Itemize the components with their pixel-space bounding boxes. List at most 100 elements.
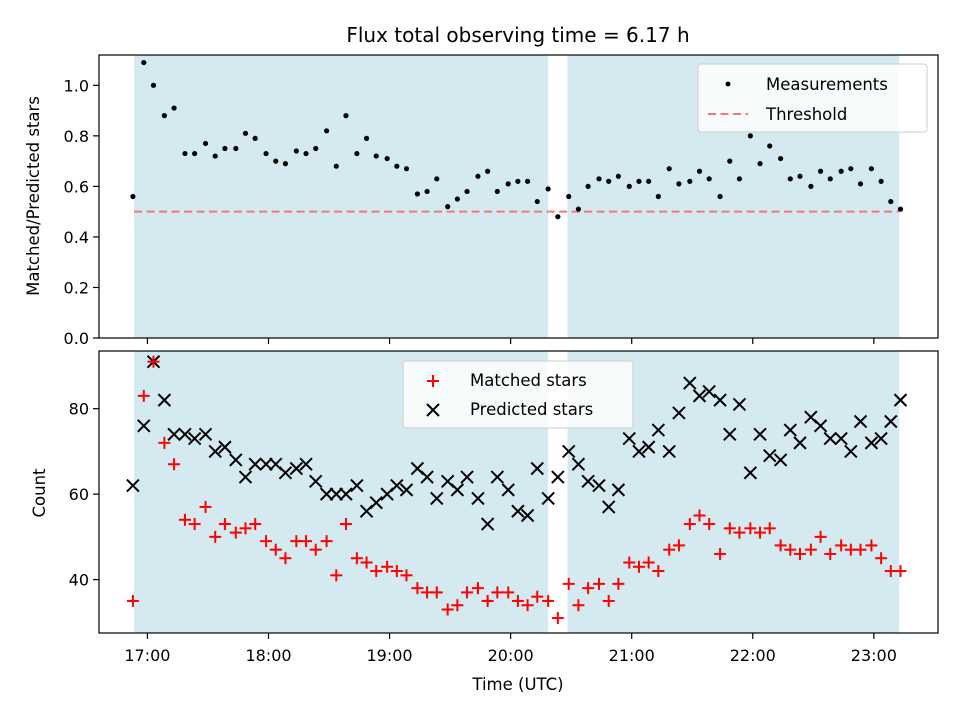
measurement-point <box>485 168 491 174</box>
predicted-star-point <box>601 500 616 514</box>
legend-predicted-label: Predicted stars <box>470 400 593 419</box>
measurement-point <box>817 168 824 174</box>
measurement-point <box>324 128 330 134</box>
measurement-point <box>888 198 894 205</box>
predicted-star-point <box>480 517 495 531</box>
predicted-star-point <box>460 470 474 484</box>
measurement-point <box>394 163 400 169</box>
legend-measurements-label: Measurements <box>766 75 888 94</box>
predicted-star-point <box>893 393 908 407</box>
matched-star-point <box>178 513 191 526</box>
predicted-star-point <box>399 483 414 497</box>
y-tick-label: 1.0 <box>64 76 89 95</box>
matched-star-point <box>551 612 564 625</box>
predicted-star-point <box>369 495 383 510</box>
measurement-point <box>787 176 793 182</box>
predicted-star-point <box>390 478 404 493</box>
matched-star-point <box>249 518 262 531</box>
measurement-point <box>767 143 773 149</box>
predicted-star-point <box>813 419 828 433</box>
predicted-star-point <box>651 423 666 437</box>
predicted-star-point <box>187 431 202 446</box>
measurement-point <box>808 183 814 189</box>
measurement-point <box>696 168 703 174</box>
matched-star-point <box>824 547 837 560</box>
matched-star-point <box>481 594 494 607</box>
matched-star-point <box>894 565 907 578</box>
predicted-star-point <box>571 457 586 471</box>
measurement-point <box>848 166 854 172</box>
matched-star-point <box>390 565 403 578</box>
matched-star-point <box>300 535 313 548</box>
legend-measurements-marker <box>725 81 731 87</box>
matched-star-point <box>602 594 615 607</box>
measurement-point <box>212 153 218 159</box>
matched-star-point <box>229 526 242 539</box>
matched-star-point <box>168 458 181 471</box>
measurement-point <box>747 133 753 139</box>
predicted-star-point <box>490 470 505 484</box>
matched-star-point <box>642 556 655 569</box>
predicted-star-point <box>238 470 253 484</box>
matched-star-point <box>260 535 273 548</box>
predicted-star-point <box>753 427 767 442</box>
measurement-point <box>171 105 177 111</box>
matched-star-point <box>158 436 171 449</box>
measurement-point <box>868 166 875 172</box>
predicted-star-point <box>884 414 898 429</box>
measurement-point <box>797 173 803 179</box>
matched-star-point <box>339 518 352 531</box>
predicted-star-point <box>592 478 606 493</box>
matched-star-point <box>360 556 373 569</box>
count-panel-y-ticks: 40 60 80 <box>69 400 99 590</box>
matched-star-point <box>865 539 878 552</box>
count-panel-frame <box>98 350 939 634</box>
predicted-stars-series <box>126 354 908 531</box>
measurement-point <box>445 204 451 210</box>
matched-star-point <box>723 522 736 535</box>
measurement-point <box>130 193 136 200</box>
predicted-star-point <box>208 444 222 459</box>
measurement-point <box>534 198 540 205</box>
count-panel-y-label: Count <box>30 468 49 518</box>
measurement-point <box>555 214 561 220</box>
measurement-point <box>475 173 481 179</box>
predicted-star-point <box>874 431 888 446</box>
measurement-point <box>414 191 421 197</box>
y-tick-label: 0.2 <box>64 278 89 297</box>
predicted-star-point <box>420 470 434 484</box>
predicted-star-point <box>259 457 273 471</box>
chart-title: Flux total observing time = 6.17 h <box>346 23 689 47</box>
predicted-star-point <box>229 453 243 467</box>
predicted-star-point <box>713 393 727 407</box>
legend-matched-marker <box>427 375 439 387</box>
predicted-star-point <box>339 487 353 501</box>
matched-star-point <box>703 518 716 531</box>
predicted-star-point <box>823 431 837 446</box>
measurement-point <box>606 178 612 184</box>
matched-star-point <box>623 556 636 569</box>
predicted-star-point <box>732 397 747 412</box>
predicted-star-point <box>278 466 293 480</box>
legend-matched-label: Matched stars <box>470 371 587 390</box>
ratio-panel: 0.0 0.2 0.4 0.6 0.8 1.0 Matched/Predicted sta… <box>24 54 939 348</box>
measurement-point <box>575 206 582 212</box>
ratio-panel-legend: Measurements Threshold <box>697 63 928 133</box>
measurement-point <box>293 148 299 154</box>
matched-star-point <box>744 522 757 535</box>
matched-star-point <box>754 526 767 539</box>
measurement-point <box>897 206 904 212</box>
matched-star-point <box>835 539 848 552</box>
predicted-star-point <box>430 491 444 506</box>
matched-star-point <box>672 539 685 552</box>
measurement-point <box>242 130 249 136</box>
predicted-star-point <box>611 483 626 497</box>
measurement-point <box>676 181 682 187</box>
matched-star-point <box>471 582 484 595</box>
predicted-star-point <box>501 483 515 497</box>
measurement-point <box>313 145 319 152</box>
predicted-star-point <box>309 474 323 489</box>
matched-star-point <box>582 582 595 595</box>
x-tick-label: 21:00 <box>609 646 655 665</box>
